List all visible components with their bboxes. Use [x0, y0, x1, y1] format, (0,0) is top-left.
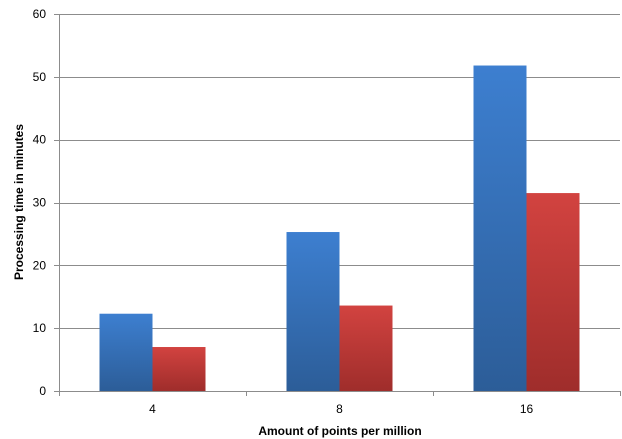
y-tick-label: 20: [33, 258, 47, 272]
tick-labels: 0 10 20 30 40 50 60 4 8 16: [33, 7, 534, 416]
y-tick-label: 60: [33, 7, 47, 21]
y-tick-label: 40: [33, 133, 47, 147]
x-tick-label: 8: [336, 402, 343, 416]
bar-series1-16: [473, 65, 527, 392]
y-tick-label: 0: [39, 384, 46, 398]
y-tick-label: 10: [33, 321, 47, 335]
bar-series2-16: [526, 193, 580, 391]
axes: [54, 14, 621, 396]
bar-series1-4: [99, 313, 153, 391]
y-tick-label: 30: [33, 196, 47, 210]
bar-series2-4: [152, 347, 206, 391]
bar-series1-8: [286, 232, 340, 391]
x-tick-label: 4: [149, 402, 156, 416]
x-tick-label: 16: [520, 402, 534, 416]
y-tick-label: 50: [33, 70, 47, 84]
bar-series2-8: [339, 305, 393, 391]
x-axis-title: Amount of points per million: [258, 424, 421, 438]
bars: [99, 65, 580, 392]
y-axis-title: Processing time in minutes: [12, 124, 26, 280]
